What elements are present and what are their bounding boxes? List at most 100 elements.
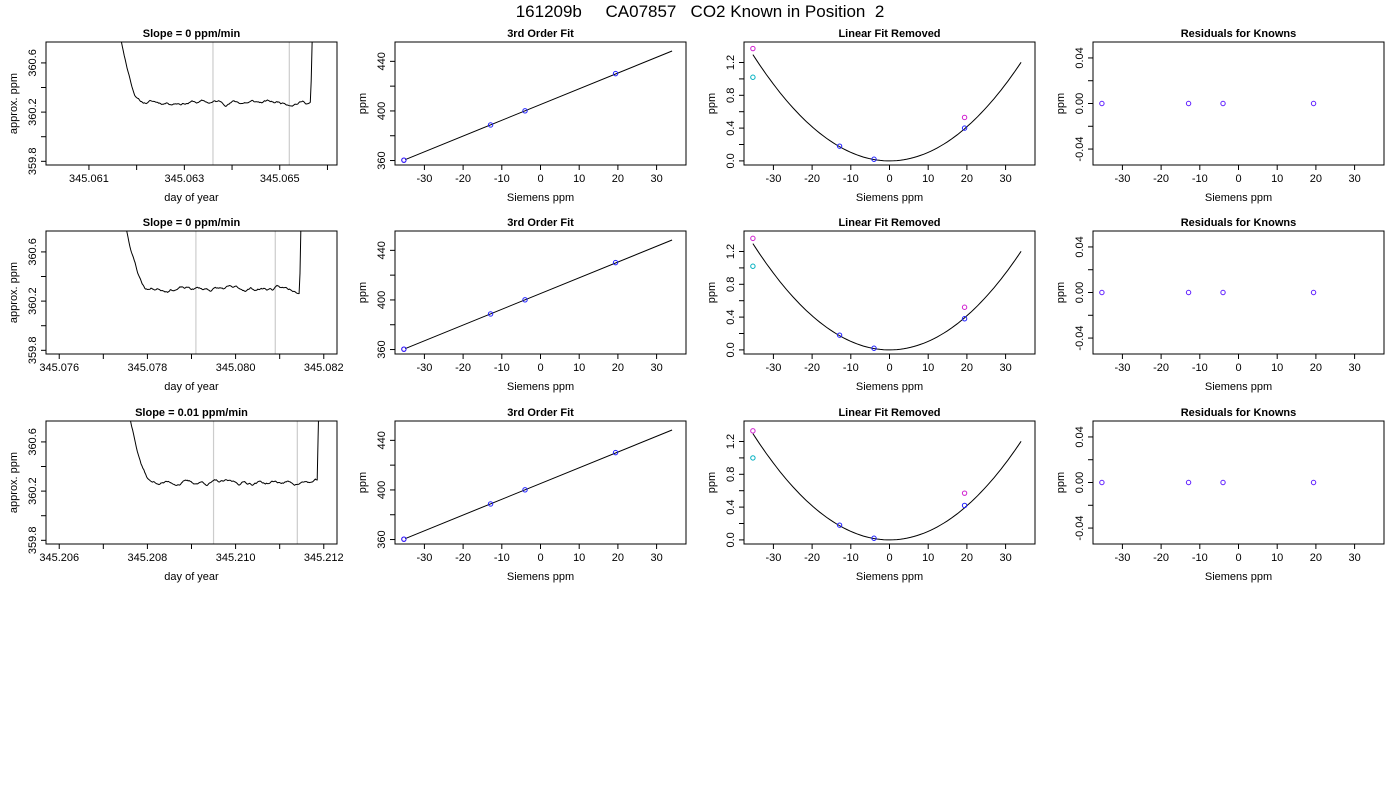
- chart-title: Slope = 0.01 ppm/min: [135, 407, 248, 419]
- data-point: [522, 108, 528, 114]
- x-tick-label: 10: [573, 552, 585, 564]
- x-tick-label: -30: [1114, 552, 1130, 564]
- x-tick-label: 345.208: [128, 552, 168, 564]
- x-axis-label: day of year: [164, 192, 219, 204]
- chart-title: Linear Fit Removed: [838, 407, 940, 419]
- signal-trace: [129, 421, 319, 487]
- data-point: [487, 122, 494, 128]
- plot-area: [120, 42, 313, 165]
- y-tick-label: -0.04: [1074, 326, 1086, 351]
- data-point: [836, 332, 843, 338]
- x-axis-label: Siemens ppm: [507, 571, 574, 583]
- data-point: [1220, 289, 1226, 296]
- x-tick-label: -30: [1114, 173, 1130, 185]
- y-tick-label: 0.04: [1074, 236, 1086, 257]
- y-axis-label: ppm: [357, 282, 369, 303]
- x-tick-label: -10: [843, 552, 859, 564]
- x-tick-label: 0: [537, 362, 543, 374]
- x-tick-label: 10: [1271, 552, 1283, 564]
- x-tick-label: -10: [494, 552, 510, 564]
- x-tick-label: -10: [494, 173, 510, 185]
- x-axis-label: Siemens ppm: [507, 192, 574, 204]
- page-title: 161209b CA07857 CO2 Known in Position 2: [515, 2, 885, 21]
- y-tick-label: 359.8: [27, 337, 39, 365]
- plot-frame: [45, 420, 338, 545]
- chart-title: Slope = 0 ppm/min: [143, 28, 241, 40]
- data-point: [961, 114, 968, 121]
- plot-area: [750, 45, 1022, 162]
- y-tick-label: 0.4: [725, 499, 737, 514]
- y-tick-label: 1.2: [725, 55, 737, 70]
- x-tick-label: 345.210: [216, 552, 256, 564]
- x-tick-label: 20: [961, 552, 973, 564]
- y-tick-label: 1.2: [725, 434, 737, 449]
- plot-frame: [1092, 41, 1385, 166]
- data-point: [961, 125, 968, 131]
- x-tick-label: 345.061: [69, 173, 109, 185]
- plot-frame: [743, 41, 1036, 166]
- data-point: [961, 316, 968, 322]
- x-tick-label: 20: [1310, 173, 1322, 185]
- data-point: [750, 235, 756, 242]
- data-point: [750, 428, 756, 434]
- chart-title: Residuals for Knowns: [1181, 28, 1297, 40]
- chart-title: Residuals for Knowns: [1181, 407, 1297, 419]
- chart-title: Linear Fit Removed: [838, 217, 940, 229]
- x-tick-label: 30: [1348, 362, 1360, 374]
- y-tick-label: 360: [376, 530, 388, 548]
- x-tick-label: -20: [804, 552, 820, 564]
- y-tick-label: 440: [376, 52, 388, 70]
- x-tick-label: 20: [612, 173, 624, 185]
- data-point: [961, 490, 968, 496]
- y-tick-label: 360.2: [27, 98, 39, 126]
- x-tick-label: 30: [999, 362, 1011, 374]
- y-tick-label: 0.8: [725, 88, 737, 103]
- x-tick-label: -30: [765, 362, 781, 374]
- x-tick-label: -20: [1153, 362, 1169, 374]
- x-tick-label: 30: [650, 362, 662, 374]
- plot-area: [1099, 479, 1317, 486]
- x-tick-label: -30: [765, 173, 781, 185]
- plot-frame: [743, 230, 1036, 355]
- x-tick-label: 0: [886, 552, 892, 564]
- y-tick-label: 0.0: [725, 153, 737, 168]
- data-point: [522, 487, 528, 493]
- y-tick-label: 360.6: [27, 428, 39, 456]
- x-tick-label: 20: [961, 362, 973, 374]
- data-point: [1099, 289, 1105, 296]
- y-axis-label: ppm: [357, 472, 369, 493]
- x-tick-label: 30: [999, 552, 1011, 564]
- chart-panel-1: Slope = 0 ppm/min day of year approx. ppm 3…: [8, 28, 338, 204]
- data-point: [750, 45, 756, 52]
- data-point: [1185, 100, 1192, 107]
- chart-panel-12: Residuals for Knowns Siemens ppm ppm -30 -20…: [1055, 407, 1385, 583]
- data-point: [1220, 479, 1226, 486]
- data-point: [750, 74, 756, 80]
- y-tick-label: 400: [376, 481, 388, 499]
- y-tick-label: 0.8: [725, 277, 737, 292]
- chart-panel-9: Slope = 0.01 ppm/min day of year approx. p…: [8, 407, 344, 583]
- x-tick-label: 20: [961, 173, 973, 185]
- data-point: [1220, 100, 1226, 107]
- chart-title: Linear Fit Removed: [838, 28, 940, 40]
- x-tick-label: 345.206: [39, 552, 79, 564]
- y-tick-label: 360: [376, 151, 388, 169]
- x-tick-label: -30: [416, 552, 432, 564]
- data-point: [1310, 479, 1317, 486]
- x-tick-label: 345.065: [260, 173, 300, 185]
- fit-curve: [752, 243, 1022, 351]
- x-tick-label: 30: [1348, 173, 1360, 185]
- data-point: [1099, 479, 1105, 486]
- y-axis-label: approx. ppm: [8, 262, 20, 323]
- x-tick-label: 10: [922, 173, 934, 185]
- y-tick-label: 360: [376, 340, 388, 358]
- x-tick-label: 345.063: [164, 173, 204, 185]
- x-axis-label: Siemens ppm: [1205, 192, 1272, 204]
- x-tick-label: 20: [612, 362, 624, 374]
- x-tick-label: 0: [886, 173, 892, 185]
- x-axis-label: Siemens ppm: [856, 571, 923, 583]
- y-tick-label: 400: [376, 291, 388, 309]
- x-tick-label: 30: [1348, 552, 1360, 564]
- data-point: [612, 70, 619, 77]
